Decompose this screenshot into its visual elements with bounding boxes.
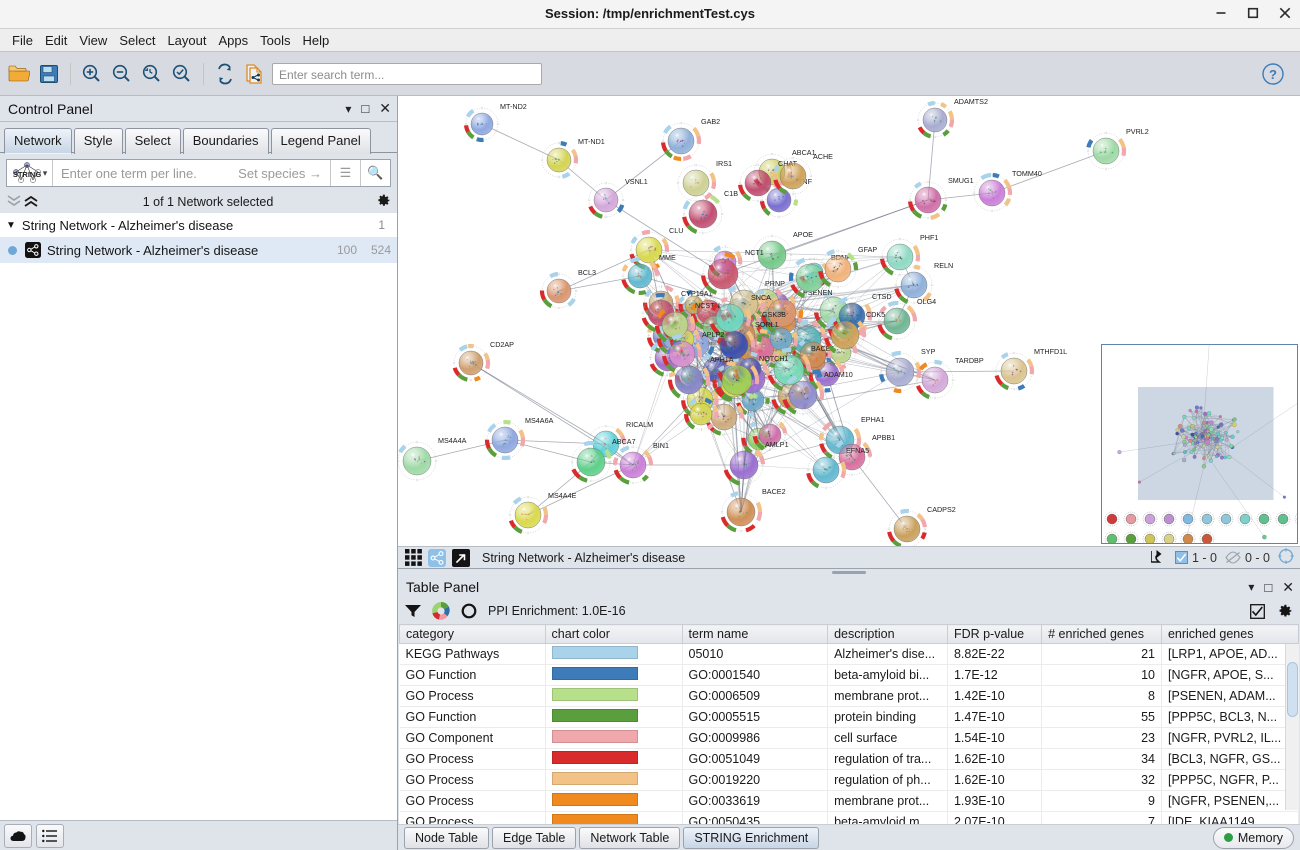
svg-text:NOTCH1: NOTCH1	[759, 354, 789, 363]
svg-text:ADAMTS2: ADAMTS2	[954, 97, 988, 106]
svg-text:SORL1: SORL1	[755, 320, 779, 329]
svg-text:IRS1: IRS1	[716, 159, 732, 168]
svg-text:CADPS2: CADPS2	[927, 505, 956, 514]
svg-text:APOE: APOE	[793, 230, 813, 239]
svg-text:GSK3B: GSK3B	[762, 310, 786, 319]
svg-text:CTSD: CTSD	[872, 292, 892, 301]
svg-text:MT-ND1: MT-ND1	[578, 137, 605, 146]
svg-text:PHF1: PHF1	[920, 233, 938, 242]
svg-text:GFAP: GFAP	[858, 245, 877, 254]
svg-text:MME: MME	[659, 253, 676, 262]
svg-text:NCT1: NCT1	[745, 248, 764, 257]
svg-text:MT-ND2: MT-ND2	[500, 102, 527, 111]
svg-text:STRING: STRING	[13, 170, 42, 179]
svg-text:VSNL1: VSNL1	[625, 177, 648, 186]
svg-text:BIN1: BIN1	[653, 441, 669, 450]
svg-text:SYP: SYP	[921, 347, 936, 356]
svg-text:CDK5: CDK5	[866, 310, 885, 319]
svg-text:CYP19A1: CYP19A1	[681, 289, 713, 298]
svg-text:PRNP: PRNP	[765, 279, 785, 288]
svg-text:EPHA1: EPHA1	[861, 415, 885, 424]
svg-text:ABCA7: ABCA7	[612, 437, 636, 446]
svg-text:ADAM10: ADAM10	[824, 370, 853, 379]
svg-text:?: ?	[1269, 67, 1277, 82]
svg-text:APH1A: APH1A	[710, 355, 734, 364]
svg-text:ACHE: ACHE	[813, 152, 833, 161]
svg-text:C1B: C1B	[724, 189, 738, 198]
svg-text:BACE2: BACE2	[762, 487, 786, 496]
svg-text:MS4A4A: MS4A4A	[438, 436, 467, 445]
svg-text:APBB1: APBB1	[872, 433, 895, 442]
svg-text:GAB2: GAB2	[701, 117, 720, 126]
svg-text:OLG4: OLG4	[917, 297, 936, 306]
svg-text:BCL3: BCL3	[578, 268, 596, 277]
svg-text:RICALM: RICALM	[626, 420, 653, 429]
svg-text:SNCA: SNCA	[751, 293, 771, 302]
svg-text:TOMM40: TOMM40	[1012, 169, 1042, 178]
svg-text:SMUG1: SMUG1	[948, 176, 974, 185]
svg-text:AMLP1: AMLP1	[765, 440, 789, 449]
svg-text:CLU: CLU	[669, 226, 683, 235]
svg-text:MTHFD1L: MTHFD1L	[1034, 347, 1067, 356]
svg-text:APLP2: APLP2	[702, 330, 724, 339]
svg-text:MS4A4E: MS4A4E	[548, 491, 577, 500]
svg-text:RELN: RELN	[934, 261, 953, 270]
svg-text:MS4A6A: MS4A6A	[525, 416, 554, 425]
svg-text:TARDBP: TARDBP	[955, 356, 984, 365]
svg-text:PVRL2: PVRL2	[1126, 127, 1149, 136]
svg-text:CD2AP: CD2AP	[490, 340, 514, 349]
svg-text:EFNA5: EFNA5	[846, 446, 869, 455]
